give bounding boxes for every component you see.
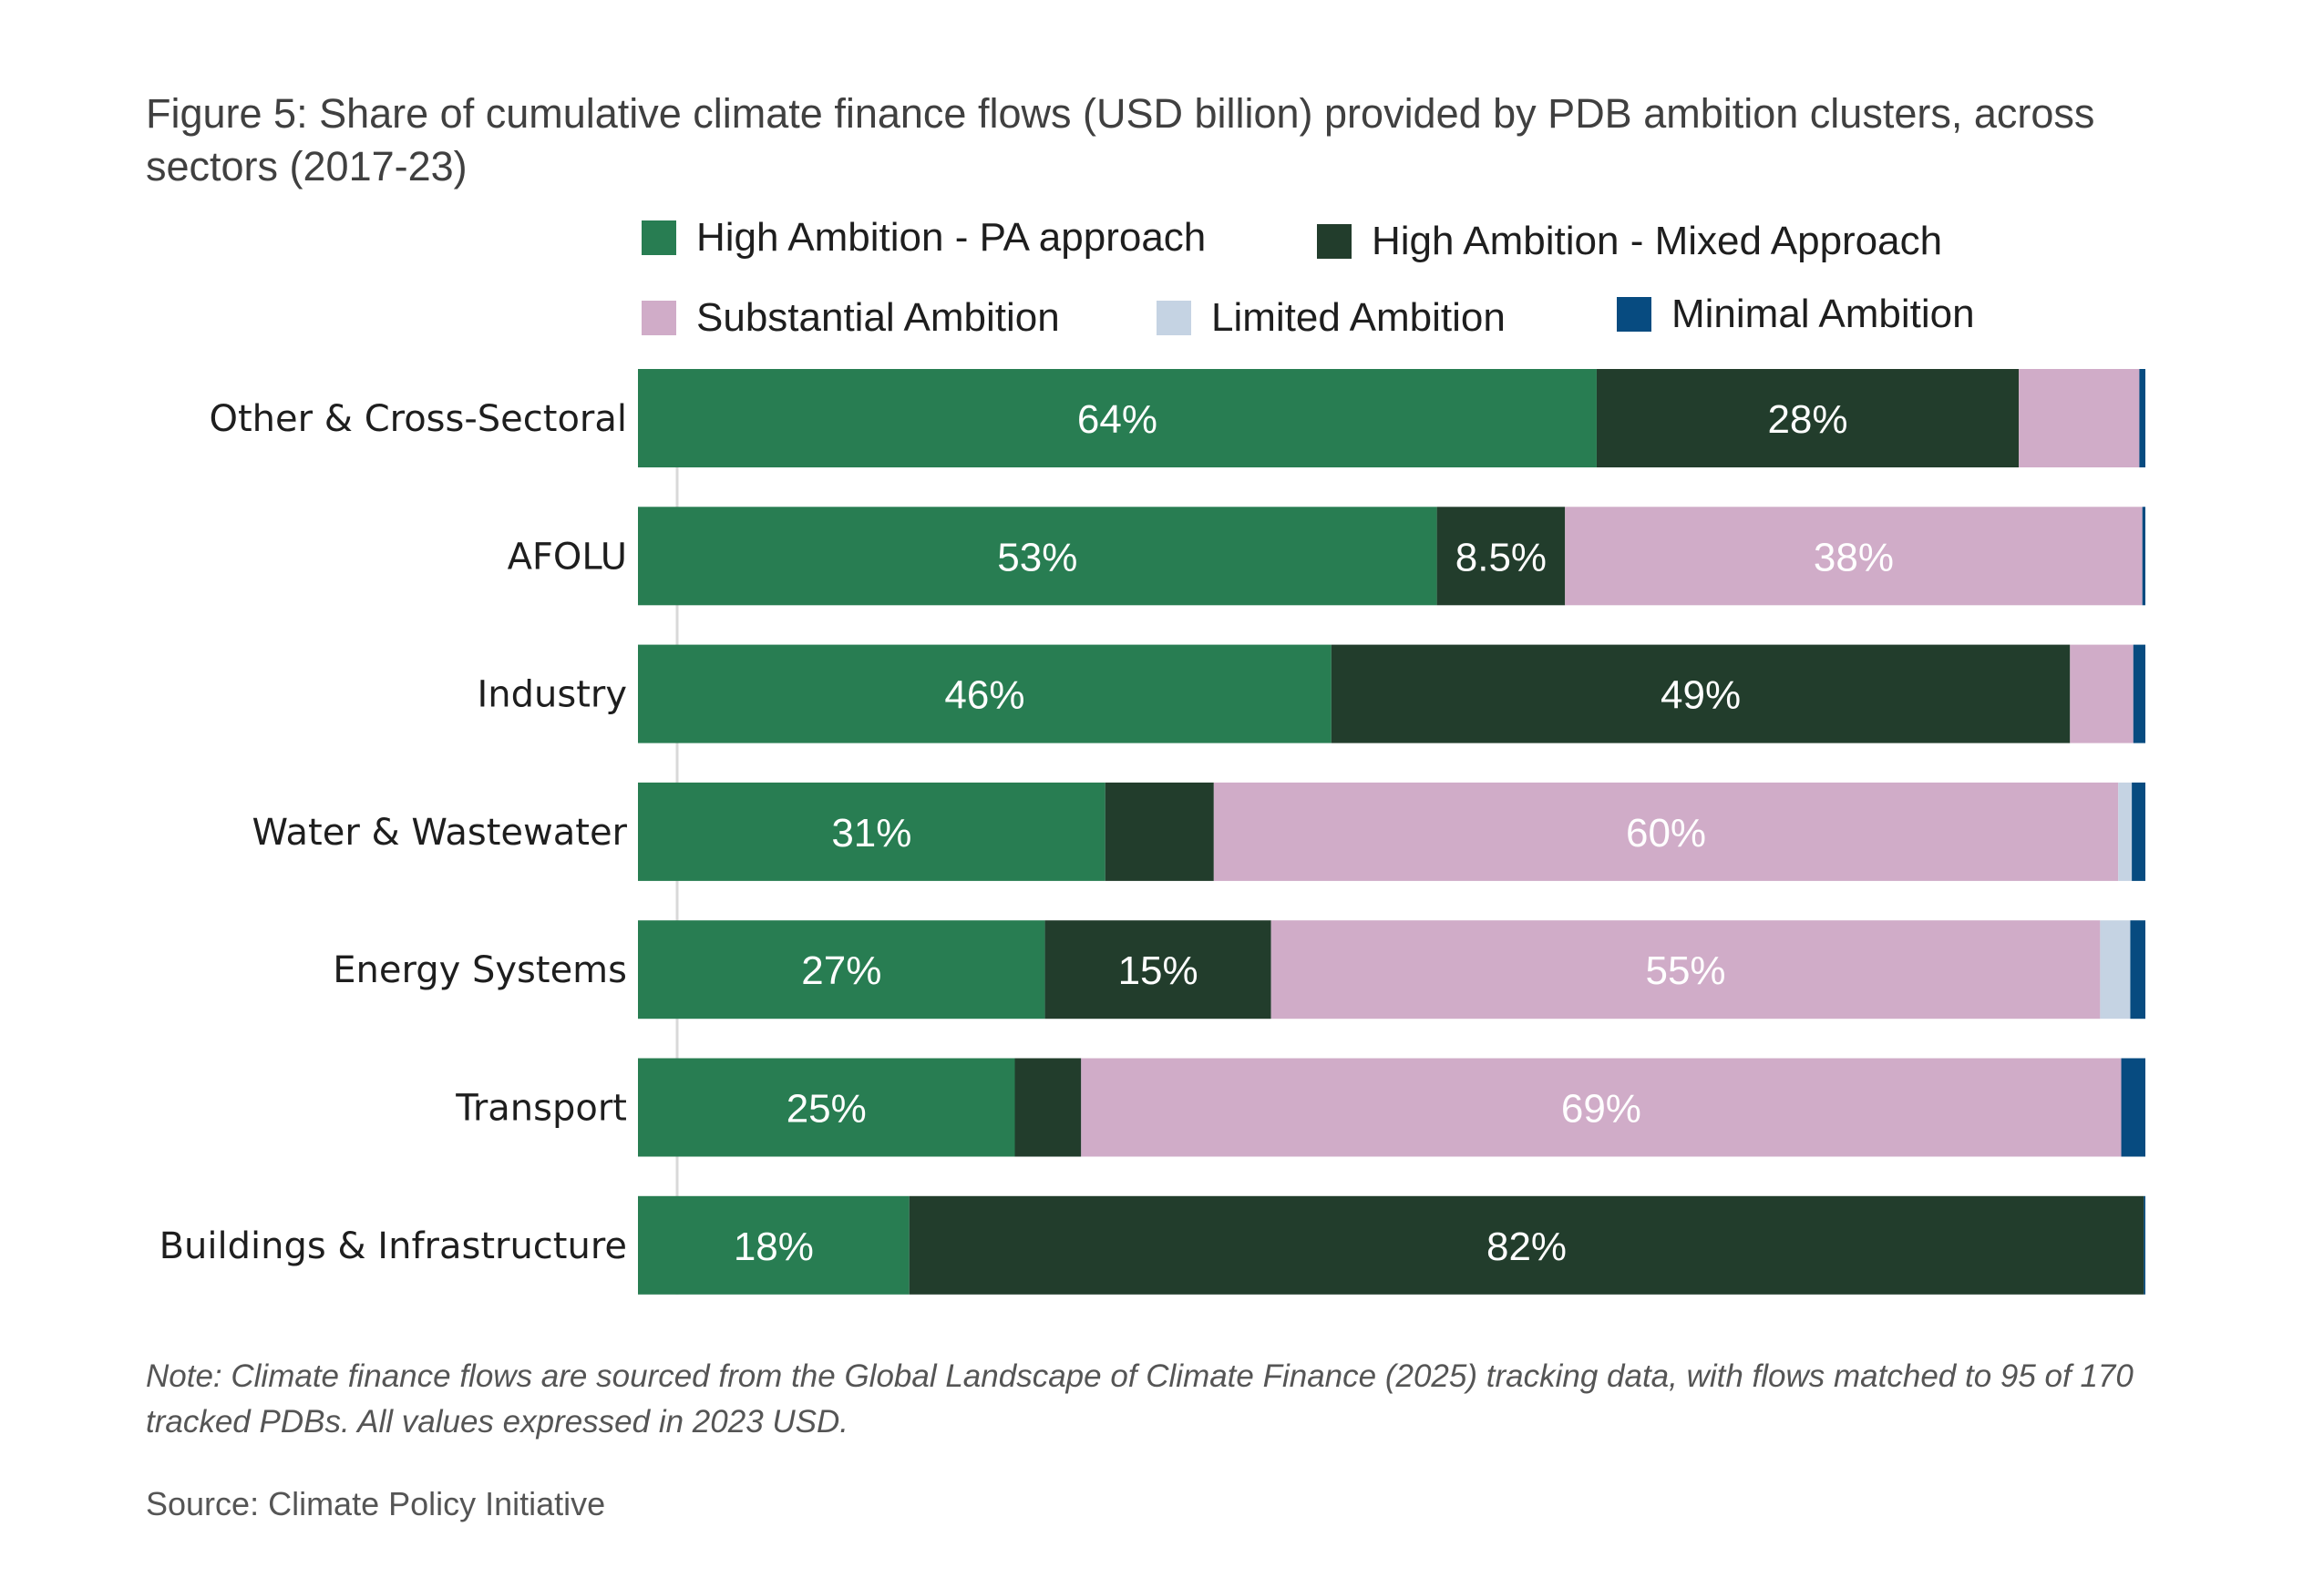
- bar-segment: [638, 1058, 1015, 1157]
- data-label: 25%: [787, 1087, 867, 1132]
- bar-segment: [1331, 644, 2071, 743]
- category-label: Industry: [477, 674, 627, 716]
- bar-segment: [638, 782, 1105, 881]
- data-label: 60%: [1626, 811, 1706, 856]
- bars-group: 64% 28% 53% 8.5% 38% 46% 49% 31% 60% 27% 15% 55% 25%…: [638, 369, 2145, 1295]
- data-label: 53%: [997, 535, 1077, 579]
- bar-segment: [1213, 782, 2119, 881]
- legend-swatch-substantial-ambition: [642, 301, 676, 335]
- bar-segment: [2133, 644, 2145, 743]
- bar-segment: [1044, 920, 1271, 1020]
- bar-segment: [638, 920, 1045, 1020]
- bar-segment: [2100, 920, 2131, 1020]
- legend-item-high-ambition-pa: High Ambition - PA approach: [642, 215, 1206, 261]
- bar-segment: [2132, 782, 2145, 881]
- bar-segment: [1081, 1058, 2122, 1157]
- data-label: 31%: [831, 811, 911, 856]
- bar-segment: [1436, 507, 1566, 606]
- bar-segment: [1270, 920, 2101, 1020]
- legend-item-limited-ambition: Limited Ambition: [1157, 295, 1506, 341]
- legend-item-high-ambition-mixed: High Ambition - Mixed Approach: [1317, 219, 1942, 264]
- data-label: 64%: [1077, 397, 1157, 442]
- bar-segment: [1565, 507, 2143, 606]
- bar-segment: [1596, 369, 2020, 467]
- chart-note: Note: Climate finance flows are sourced …: [146, 1358, 2134, 1440]
- data-label: 82%: [1486, 1224, 1567, 1269]
- bar-segment: [2142, 507, 2145, 606]
- data-label: 69%: [1561, 1087, 1641, 1132]
- legend-label: High Ambition - Mixed Approach: [1372, 219, 1943, 263]
- legend-label: Limited Ambition: [1211, 295, 1506, 340]
- bar-segment: [638, 644, 1332, 743]
- bar-segment: [909, 1195, 2144, 1295]
- legend-item-substantial-ambition: Substantial Ambition: [642, 295, 1060, 341]
- data-label: 49%: [1661, 673, 1741, 718]
- category-label: Other & Cross-Sectoral: [210, 398, 628, 440]
- category-label: Energy Systems: [333, 949, 627, 991]
- bar-segment: [638, 1195, 910, 1295]
- legend-swatch-minimal-ambition: [1617, 297, 1651, 332]
- data-label: 46%: [944, 673, 1024, 718]
- chart-source: Source: Climate Policy Initiative: [146, 1485, 606, 1522]
- bar-segment: [2139, 369, 2145, 467]
- bar-segment: [2070, 644, 2134, 743]
- bar-segment: [2118, 782, 2133, 881]
- data-label: 28%: [1767, 397, 1847, 442]
- legend-item-minimal-ambition: Minimal Ambition: [1617, 292, 1975, 337]
- category-labels: Other & Cross-Sectoral AFOLU Industry Water…: [159, 398, 628, 1267]
- data-label: 8.5%: [1455, 535, 1547, 579]
- legend-label: High Ambition - PA approach: [696, 215, 1207, 260]
- bar-segment: [2130, 920, 2145, 1020]
- bar-segment: [2144, 1195, 2145, 1295]
- legend-label: Minimal Ambition: [1671, 292, 1975, 336]
- category-label: AFOLU: [508, 536, 627, 578]
- bar-segment: [638, 369, 1597, 467]
- bar-segment: [638, 507, 1437, 606]
- data-label: 55%: [1645, 948, 1725, 993]
- legend-swatch-limited-ambition: [1157, 301, 1191, 335]
- bar-segment: [1105, 782, 1214, 881]
- legend-swatch-high-ambition-mixed: [1317, 224, 1352, 259]
- data-label: 15%: [1118, 948, 1198, 993]
- bar-segment: [2019, 369, 2140, 467]
- data-label: 18%: [734, 1224, 814, 1269]
- legend-swatch-high-ambition-pa: [642, 220, 676, 255]
- bar-segment: [2121, 1058, 2145, 1157]
- category-label: Water & Wastewater: [252, 812, 628, 854]
- legend-label: Substantial Ambition: [696, 295, 1060, 340]
- category-label: Buildings & Infrastructure: [159, 1225, 627, 1267]
- data-label: 38%: [1814, 535, 1894, 579]
- category-label: Transport: [455, 1088, 627, 1130]
- chart-title: Figure 5: Share of cumulative climate fi…: [146, 90, 2095, 190]
- data-label: 27%: [801, 948, 881, 993]
- bar-segment: [1014, 1058, 1082, 1157]
